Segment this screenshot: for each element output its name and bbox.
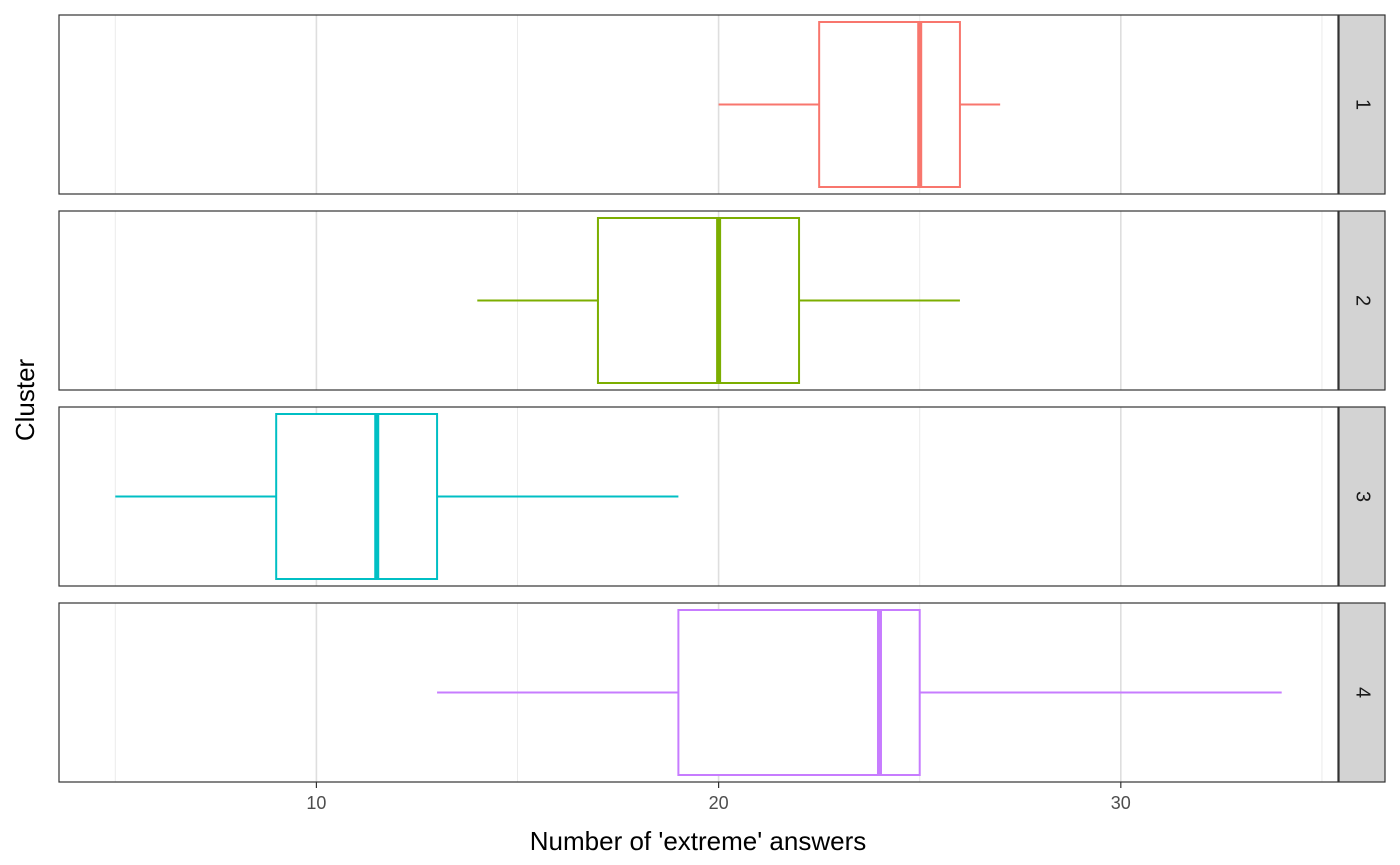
panel-cluster-4: 4 — [58, 602, 1386, 783]
panel-border — [58, 14, 1339, 195]
panel-cluster-3: 3 — [58, 406, 1386, 587]
panel-cluster-1: 1 — [58, 14, 1386, 195]
panel-border — [58, 406, 1339, 587]
panel-border — [58, 210, 1339, 391]
box — [275, 413, 439, 580]
facet-strip-label: 3 — [1352, 491, 1374, 502]
facet-strip — [1338, 14, 1386, 195]
facet-strip — [1338, 602, 1386, 783]
facet-strip-label: 1 — [1352, 99, 1374, 110]
x-tick-label: 20 — [709, 793, 729, 813]
facet-strip — [1338, 406, 1386, 587]
panel-background — [59, 15, 1338, 194]
x-axis-title: Number of 'extreme' answers — [530, 826, 867, 856]
x-tick-label: 30 — [1111, 793, 1131, 813]
box — [596, 217, 801, 384]
y-axis-title: Cluster — [10, 358, 40, 441]
panel-cluster-2: 2 — [58, 210, 1386, 391]
facet-strip — [1338, 210, 1386, 391]
box — [818, 21, 961, 188]
panel-border — [58, 602, 1339, 783]
x-tick-label: 10 — [306, 793, 326, 813]
panels-layer: 1 2 3 4 — [58, 14, 1386, 783]
facet-strip-label: 4 — [1352, 687, 1374, 698]
x-axis: 10 20 30 — [306, 782, 1131, 813]
facet-strip-label: 2 — [1352, 295, 1374, 306]
box — [677, 609, 921, 776]
